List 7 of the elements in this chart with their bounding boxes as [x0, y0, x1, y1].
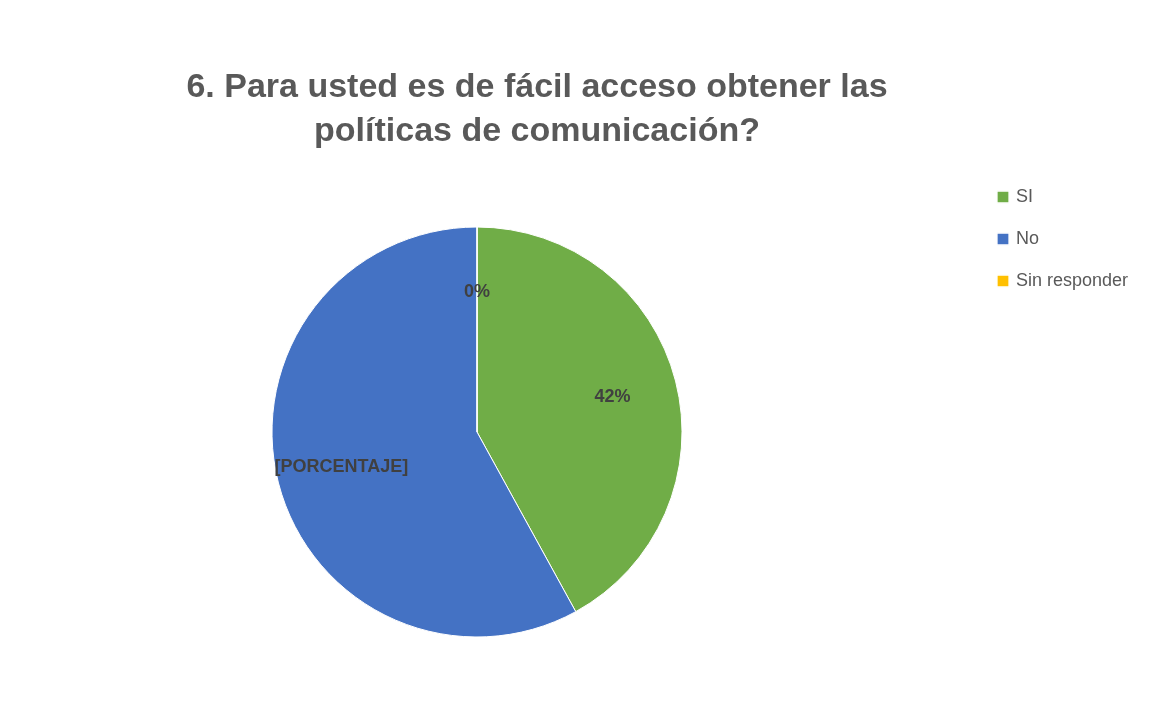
text: 0% [463, 281, 491, 301]
legend-label: No [1016, 228, 1040, 248]
data-label: [PORCENTAJE] [274, 455, 409, 476]
data-label: 42% [594, 386, 631, 407]
legend-label: Sin responder [1016, 270, 1129, 290]
legend-label: SI [1016, 186, 1034, 206]
chart-title: 6. Para usted es de fácil acceso obtener las políticas de comunicación? [186, 66, 888, 148]
